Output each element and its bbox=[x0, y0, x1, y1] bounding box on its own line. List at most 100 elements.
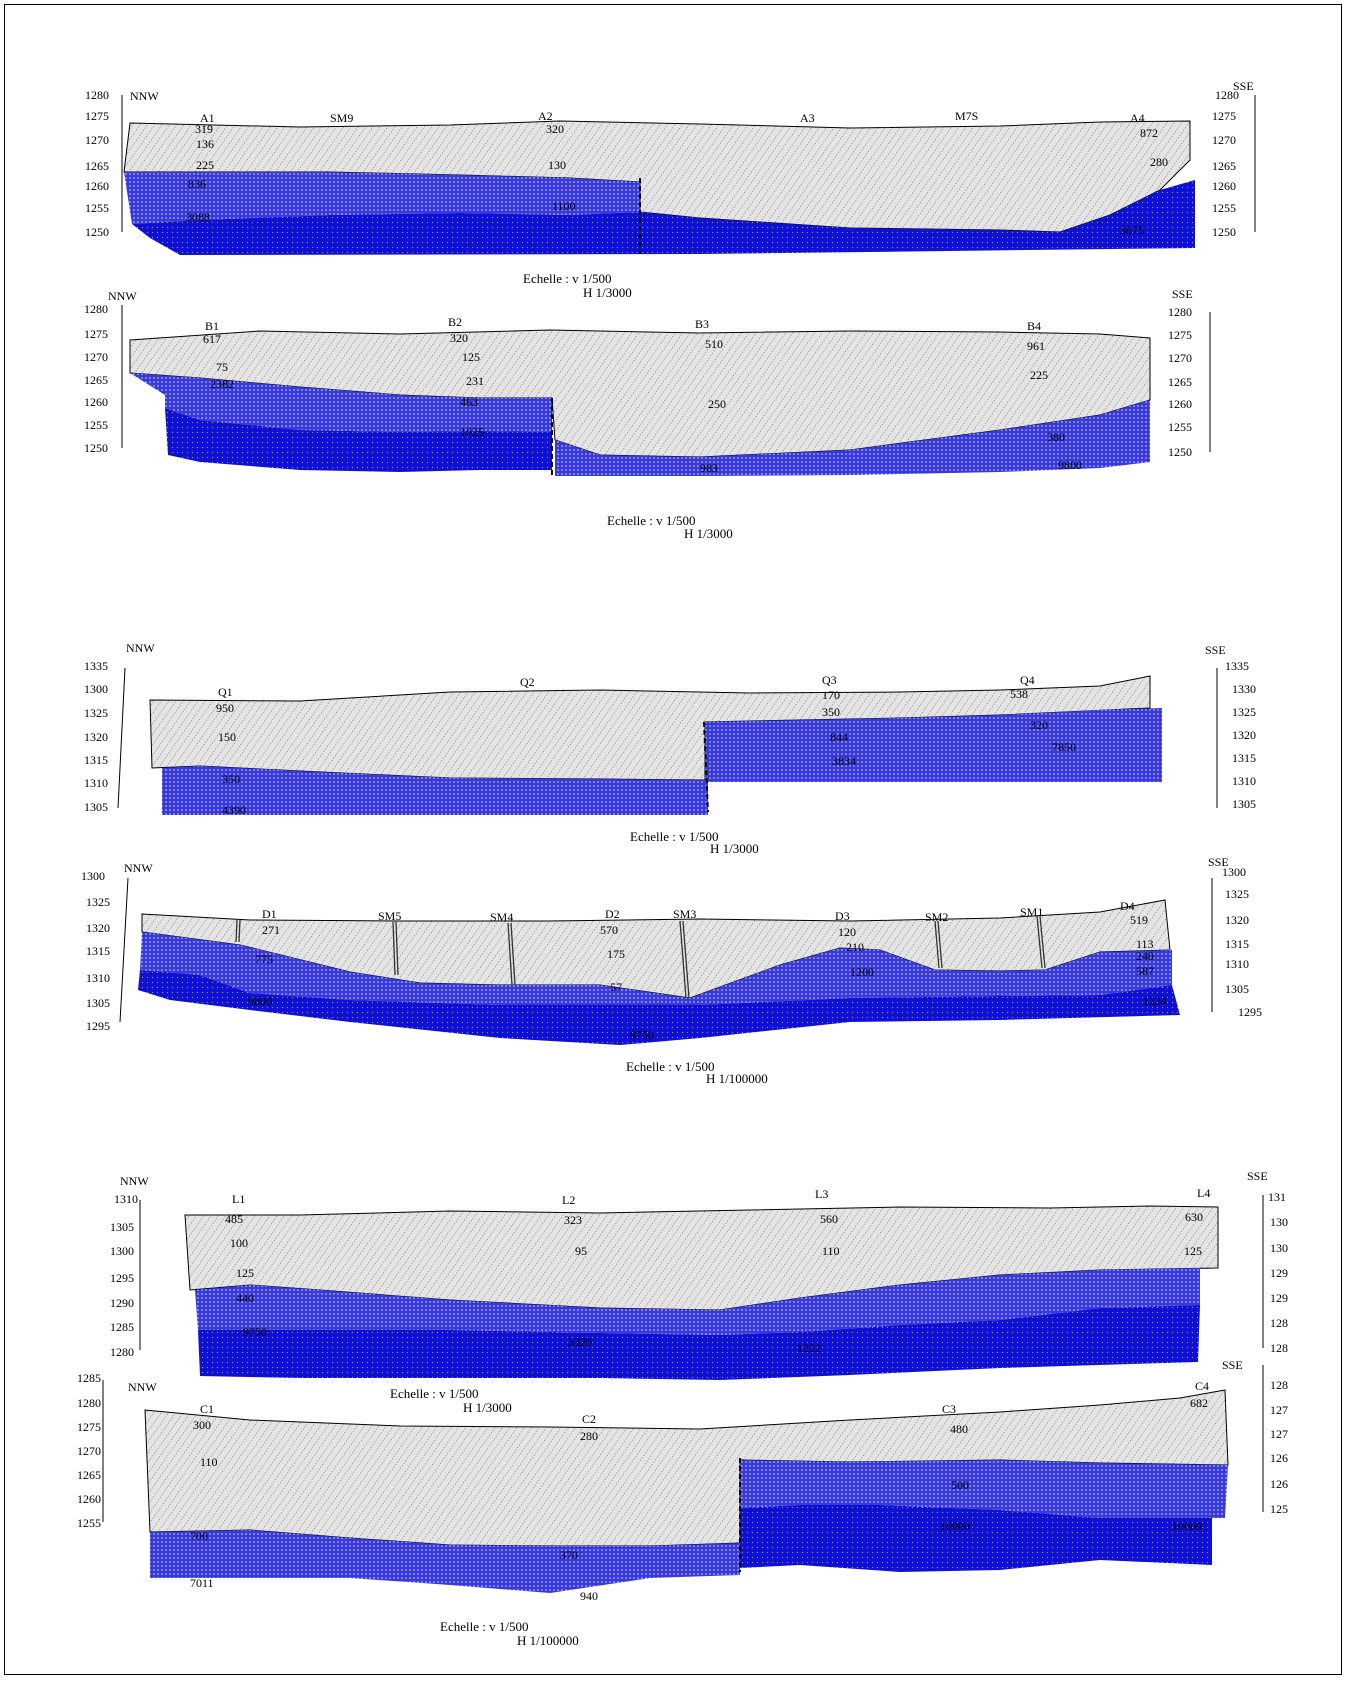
resistivity-value: 538 bbox=[1010, 687, 1028, 701]
station-label: D3 bbox=[835, 909, 850, 923]
axis-tick: 1325 bbox=[1232, 705, 1256, 719]
resistivity-value: 10000 bbox=[940, 1519, 970, 1533]
station-label: C2 bbox=[582, 1412, 596, 1426]
resistivity-value: 961 bbox=[1027, 339, 1045, 353]
axis-tick: 1260 bbox=[1168, 397, 1192, 411]
aquifer-light-b-right bbox=[555, 400, 1150, 476]
aquifer-light-b bbox=[130, 373, 552, 432]
axis-tick: 1275 bbox=[77, 1420, 101, 1434]
station-label: C4 bbox=[1195, 1379, 1209, 1393]
scale-horizontal: H 1/3000 bbox=[710, 841, 759, 856]
axis-tick: 1265 bbox=[77, 1468, 101, 1482]
axis-tick: 1310 bbox=[84, 776, 108, 790]
axis-tick: 1315 bbox=[1225, 937, 1249, 951]
direction-left: NNW bbox=[128, 1380, 157, 1394]
resistivity-value: 113 bbox=[1136, 937, 1154, 951]
resistivity-value: 125 bbox=[236, 1266, 254, 1280]
axis-tick: 126 bbox=[1270, 1477, 1288, 1491]
profile-l: 1310 1305 1300 1295 1290 1285 1280 131 1… bbox=[110, 1169, 1288, 1415]
resistivity-value: 500 bbox=[951, 1478, 969, 1492]
profile-d: 1300 1325 1320 1315 1310 1305 1295 1300 … bbox=[81, 855, 1262, 1086]
scale-vertical: Echelle : v 1/500 bbox=[523, 271, 611, 286]
axis-tick: 1280 bbox=[77, 1396, 101, 1410]
axis-tick: 1300 bbox=[81, 869, 105, 883]
axis-tick: 1315 bbox=[1232, 751, 1256, 765]
figure-frame bbox=[4, 4, 1342, 1675]
axis-tick: 1300 bbox=[84, 682, 108, 696]
resistivity-value: 323 bbox=[564, 1213, 582, 1227]
right-axis-c: 128 127 127 126 126 125 bbox=[1262, 1365, 1288, 1516]
resistivity-value: 9750 bbox=[243, 1325, 267, 1339]
axis-tick: 1250 bbox=[85, 225, 109, 239]
resistivity-value: 350 bbox=[222, 772, 240, 786]
resistivity-value: 7011 bbox=[190, 1576, 214, 1590]
resistivity-value: 9800 bbox=[248, 994, 272, 1008]
scale-vertical: Echelle : v 1/500 bbox=[390, 1386, 478, 1401]
aquifer-dark-c-right bbox=[740, 1505, 1212, 1572]
scale-horizontal: H 1/100000 bbox=[706, 1071, 768, 1086]
resistivity-value: 3088 bbox=[186, 210, 210, 224]
axis-tick: 1250 bbox=[1212, 225, 1236, 239]
axis-tick: 1275 bbox=[84, 327, 108, 341]
axis-tick: 1285 bbox=[77, 1371, 101, 1385]
axis-tick: 1325 bbox=[84, 706, 108, 720]
resistivity-value: 463 bbox=[460, 395, 478, 409]
left-axis-d: 1300 1325 1320 1315 1310 1305 1295 bbox=[81, 869, 129, 1033]
resistivity-value: 320 bbox=[1030, 718, 1048, 732]
station-label: SM1 bbox=[1020, 905, 1043, 919]
station-label: B1 bbox=[205, 319, 219, 333]
direction-right: SSE bbox=[1205, 643, 1226, 657]
resistivity-value: 519 bbox=[1130, 913, 1148, 927]
station-label: A4 bbox=[1130, 111, 1145, 125]
borehole-markers-d bbox=[235, 915, 1046, 999]
station-label: C3 bbox=[942, 1402, 956, 1416]
axis-tick: 1320 bbox=[1225, 913, 1249, 927]
station-label: SM4 bbox=[490, 910, 513, 924]
axis-tick: 1280 bbox=[84, 302, 108, 316]
right-axis-l: 131 130 130 129 129 128 128 bbox=[1262, 1190, 1288, 1355]
resistivity-value: 630 bbox=[1185, 1210, 1203, 1224]
resistivity-value: 3675 bbox=[1120, 223, 1144, 237]
station-label: B3 bbox=[695, 317, 709, 331]
aquifer-light-d bbox=[140, 932, 1172, 1005]
station-label: SM9 bbox=[330, 111, 353, 125]
station-label: D4 bbox=[1120, 899, 1135, 913]
aquifer-dark-a bbox=[132, 180, 1195, 255]
axis-tick: 1330 bbox=[1232, 682, 1256, 696]
axis-tick: 1285 bbox=[110, 1320, 134, 1334]
axis-tick: 1260 bbox=[77, 1492, 101, 1506]
station-label: M7S bbox=[955, 109, 978, 123]
axis-tick: 130 bbox=[1270, 1241, 1288, 1255]
right-axis-a: 1280 1275 1270 1265 1260 1255 1250 bbox=[1212, 88, 1256, 239]
resistivity-value: 350 bbox=[822, 705, 840, 719]
direction-left: NNW bbox=[124, 861, 153, 875]
resistivity-value: 320 bbox=[450, 331, 468, 345]
axis-tick: 1320 bbox=[86, 921, 110, 935]
direction-left: NNW bbox=[108, 289, 137, 303]
station-label: L1 bbox=[232, 1192, 245, 1206]
scale-horizontal: H 1/3000 bbox=[684, 526, 733, 541]
axis-tick: 1305 bbox=[86, 996, 110, 1010]
resistivity-value: 370 bbox=[560, 1548, 578, 1562]
axis-tick: 1265 bbox=[1212, 159, 1236, 173]
axis-tick: 1255 bbox=[77, 1516, 101, 1530]
resistivity-value: 319 bbox=[195, 122, 213, 136]
axis-tick: 1320 bbox=[1232, 728, 1256, 742]
resistivity-value: 836 bbox=[188, 177, 206, 191]
axis-tick: 131 bbox=[1268, 1190, 1286, 1204]
axis-tick: 1305 bbox=[110, 1220, 134, 1234]
resistivity-value: 940 bbox=[580, 1589, 598, 1603]
axis-tick: 1280 bbox=[1215, 88, 1239, 102]
direction-right: SSE bbox=[1222, 1358, 1243, 1372]
resistivity-value: 150 bbox=[218, 730, 236, 744]
axis-tick: 130 bbox=[1270, 1215, 1288, 1229]
resistivity-value: 617 bbox=[203, 332, 221, 346]
profile-q: 1335 1300 1325 1320 1315 1310 1305 1335 … bbox=[84, 641, 1256, 856]
resistivity-value: 300 bbox=[193, 1418, 211, 1432]
resistivity-value: 210 bbox=[846, 940, 864, 954]
axis-tick: 1310 bbox=[1232, 774, 1256, 788]
axis-tick: 1310 bbox=[114, 1192, 138, 1206]
aquifer-left-c bbox=[150, 1530, 740, 1593]
direction-right: SSE bbox=[1172, 287, 1193, 301]
